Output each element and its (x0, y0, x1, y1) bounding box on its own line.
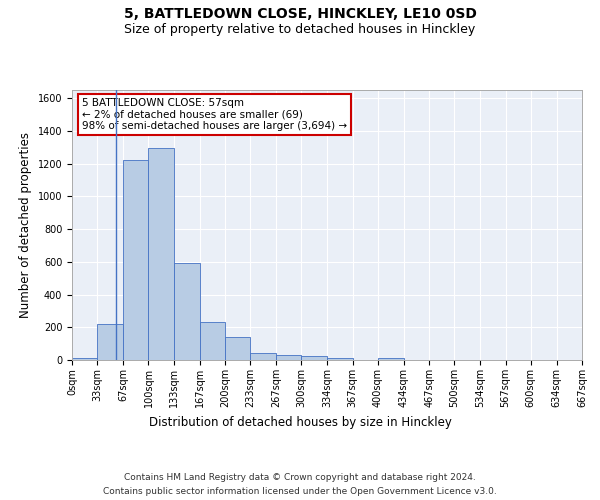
Bar (123, 160, 148, 360)
Bar (328, 358, 353, 360)
Text: Size of property relative to detached houses in Hinckley: Size of property relative to detached ho… (124, 22, 476, 36)
Text: Contains public sector information licensed under the Open Government Licence v3: Contains public sector information licen… (103, 486, 497, 496)
Bar (72, 358, 97, 360)
Bar (225, 337, 250, 360)
Bar (378, 358, 404, 360)
Text: 5 BATTLEDOWN CLOSE: 57sqm
← 2% of detached houses are smaller (69)
98% of semi-d: 5 BATTLEDOWN CLOSE: 57sqm ← 2% of detach… (82, 98, 347, 132)
Bar (301, 356, 328, 360)
Y-axis label: Number of detached properties: Number of detached properties (19, 132, 32, 318)
Bar (200, 322, 225, 360)
Bar (97, 324, 123, 360)
Bar (148, 148, 173, 360)
Bar (173, 264, 200, 360)
Bar (276, 355, 301, 360)
Text: 5, BATTLEDOWN CLOSE, HINCKLEY, LE10 0SD: 5, BATTLEDOWN CLOSE, HINCKLEY, LE10 0SD (124, 8, 476, 22)
Bar (250, 352, 276, 360)
Text: Distribution of detached houses by size in Hinckley: Distribution of detached houses by size … (149, 416, 451, 429)
Text: Contains HM Land Registry data © Crown copyright and database right 2024.: Contains HM Land Registry data © Crown c… (124, 473, 476, 482)
